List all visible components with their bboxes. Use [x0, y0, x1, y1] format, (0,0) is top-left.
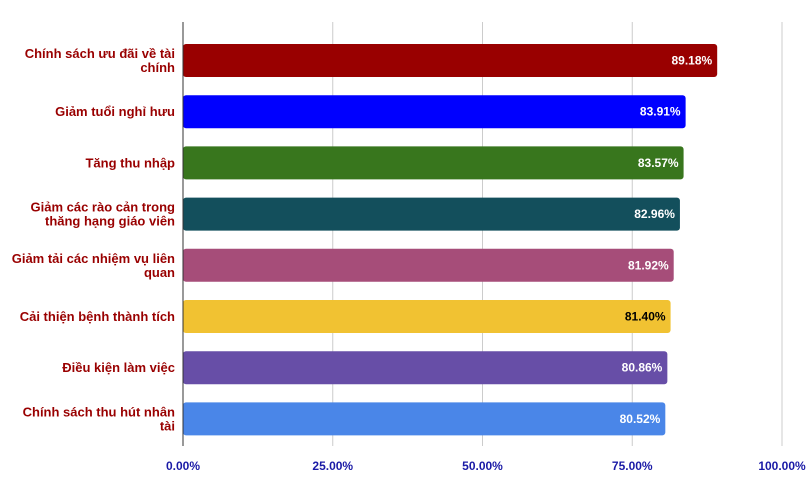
category-label: Điều kiện làm việc: [62, 360, 175, 375]
category-label: Chính sách thu hút nhân: [23, 404, 175, 419]
category-label: Chính sách ưu đãi về tài: [25, 46, 175, 61]
bar: [183, 146, 684, 180]
x-tick-label: 75.00%: [612, 459, 653, 473]
bar: [183, 351, 668, 385]
bar: [183, 402, 666, 436]
x-tick-label: 100.00%: [758, 459, 806, 473]
bar: [183, 44, 718, 77]
category-label: thăng hạng giáo viên: [45, 214, 175, 229]
category-label: Cải thiện bệnh thành tích: [20, 309, 175, 324]
bar-value-label: 80.52%: [620, 412, 661, 426]
bar-value-label: 83.91%: [640, 105, 681, 119]
x-tick-label: 50.00%: [462, 459, 503, 473]
bar: [183, 248, 674, 282]
category-label: Giảm tuổi nghỉ hưu: [55, 104, 175, 119]
bar-value-label: 82.96%: [634, 207, 675, 221]
category-label: tài: [160, 418, 175, 433]
bar-value-label: 81.40%: [625, 310, 666, 324]
bars: [183, 44, 718, 436]
bar-value-label: 81.92%: [628, 258, 669, 272]
bar: [183, 95, 686, 129]
category-label: Tăng thu nhập: [85, 155, 175, 170]
labels: 0.00% 25.00% 50.00% 75.00% 100.00% 89.18% Chín…: [12, 46, 806, 473]
x-tick-label: 25.00%: [312, 459, 353, 473]
bar: [183, 300, 671, 333]
x-tick-label: 0.00%: [166, 459, 200, 473]
category-label: Giảm tải các nhiệm vụ liên: [12, 251, 175, 266]
category-label: chính: [140, 60, 175, 75]
category-label: quan: [144, 265, 175, 280]
bar-value-label: 89.18%: [671, 54, 712, 68]
category-label: Giảm các rào cản trong: [31, 200, 176, 215]
bar: [183, 197, 680, 231]
bar-value-label: 80.86%: [622, 361, 663, 375]
bar-value-label: 83.57%: [638, 156, 679, 170]
